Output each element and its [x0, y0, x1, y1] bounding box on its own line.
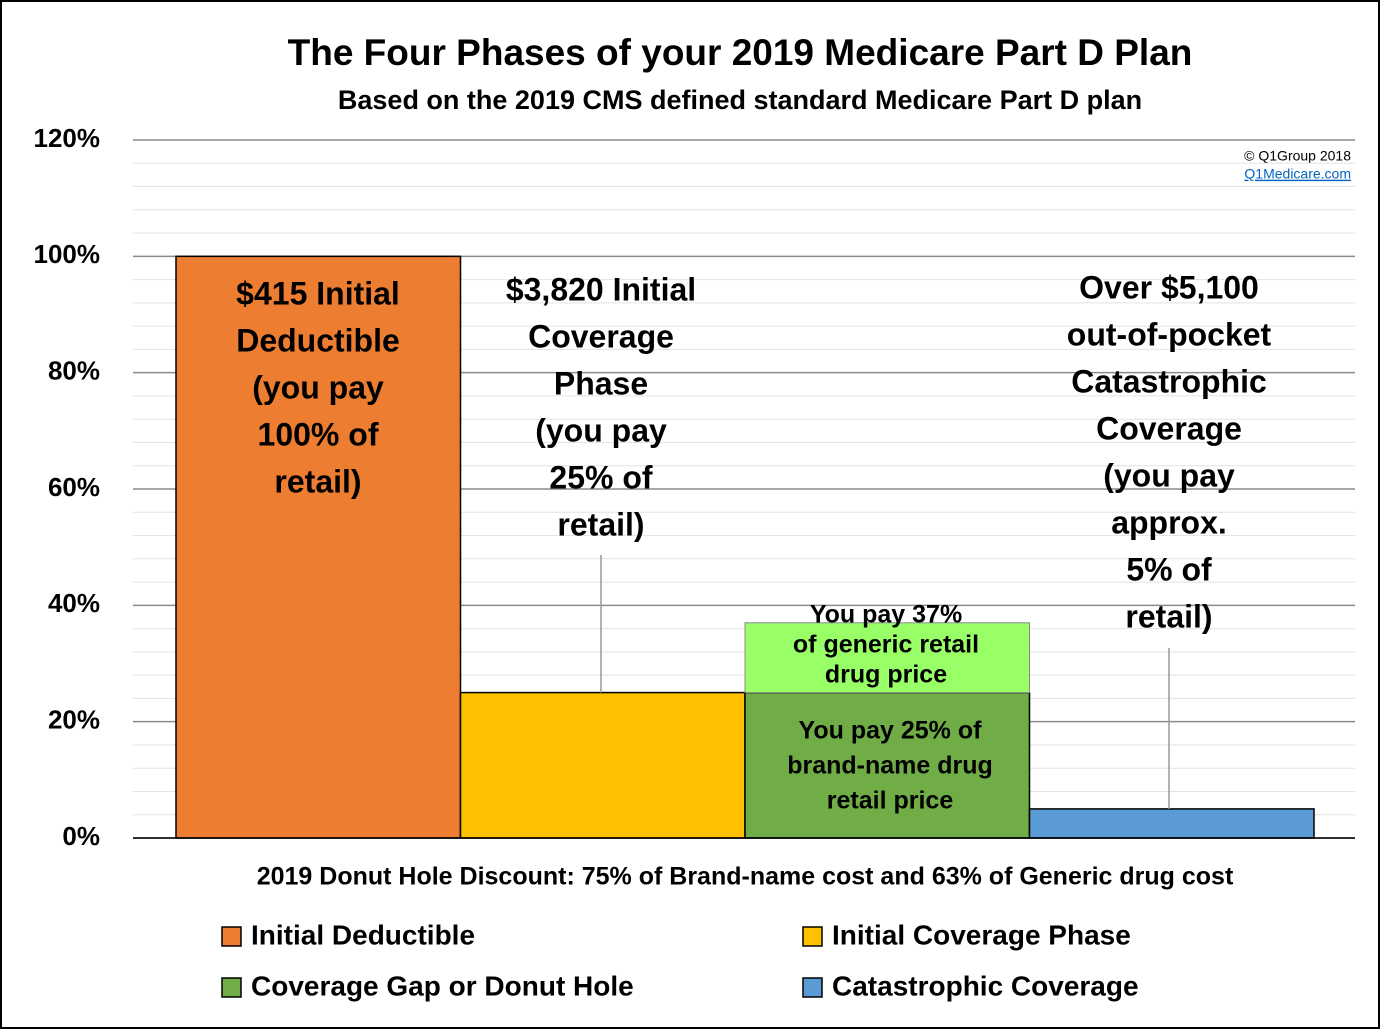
bar-label: (you pay: [1103, 457, 1235, 493]
legend-swatch: [802, 977, 823, 998]
bar-label: approx.: [1111, 504, 1227, 540]
bar-label: Phase: [554, 365, 648, 401]
footnote: 2019 Donut Hole Discount: 75% of Brand-n…: [257, 863, 1234, 891]
bar-label: $3,820 Initial: [506, 271, 696, 307]
bar-label: $415 Initial: [236, 275, 400, 311]
y-tick-label: 20%: [48, 705, 100, 735]
bar-label: 100% of: [258, 416, 379, 452]
y-tick-label: 80%: [48, 356, 100, 386]
source-link[interactable]: Q1Medicare.com: [1244, 166, 1351, 182]
legend-swatch: [221, 926, 242, 947]
bar-label: retail): [557, 506, 644, 542]
bar: [1028, 808, 1315, 839]
bar-label: Deductible: [236, 322, 400, 358]
bar-label: Coverage: [528, 318, 674, 354]
legend-swatch: [802, 926, 823, 947]
bar-label: brand-name drug: [787, 752, 993, 780]
chart-subtitle: Based on the 2019 CMS defined standard M…: [338, 85, 1142, 115]
chart-title: The Four Phases of your 2019 Medicare Pa…: [288, 32, 1193, 73]
bar: [459, 691, 746, 839]
y-tick-label: 40%: [48, 588, 100, 618]
bar-label: You pay 25% of: [799, 717, 983, 745]
legend-label: Initial Deductible: [251, 919, 475, 950]
legend-label: Initial Coverage Phase: [832, 919, 1131, 950]
stack-label: of generic retail: [793, 631, 979, 659]
legend-label: Coverage Gap or Donut Hole: [251, 970, 634, 1001]
bar-label: Over $5,100: [1079, 269, 1259, 305]
y-tick-label: 60%: [48, 472, 100, 502]
bar-stack: [744, 622, 1030, 694]
legend-swatch: [221, 977, 242, 998]
y-tick-label: 120%: [34, 123, 101, 153]
stack-label: You pay 37%: [810, 601, 962, 629]
legend-label: Catastrophic Coverage: [832, 970, 1139, 1001]
bar-label: retail): [1125, 598, 1212, 634]
bar-label: retail price: [827, 787, 954, 815]
y-tick-label: 0%: [62, 821, 100, 851]
bar: [175, 255, 462, 839]
bar-label: out-of-pocket: [1067, 316, 1272, 352]
bar-label: (you pay: [535, 412, 667, 448]
bar-label: 5% of: [1126, 551, 1212, 587]
bar-label: retail): [274, 463, 361, 499]
bar-label: (you pay: [252, 369, 384, 405]
bar-label: Coverage: [1096, 410, 1242, 446]
copyright: © Q1Group 2018: [1244, 148, 1351, 164]
y-tick-label: 100%: [34, 239, 101, 269]
stack-label: drug price: [825, 661, 947, 689]
bar-label: 25% of: [549, 459, 652, 495]
bar-label: Catastrophic: [1071, 363, 1267, 399]
